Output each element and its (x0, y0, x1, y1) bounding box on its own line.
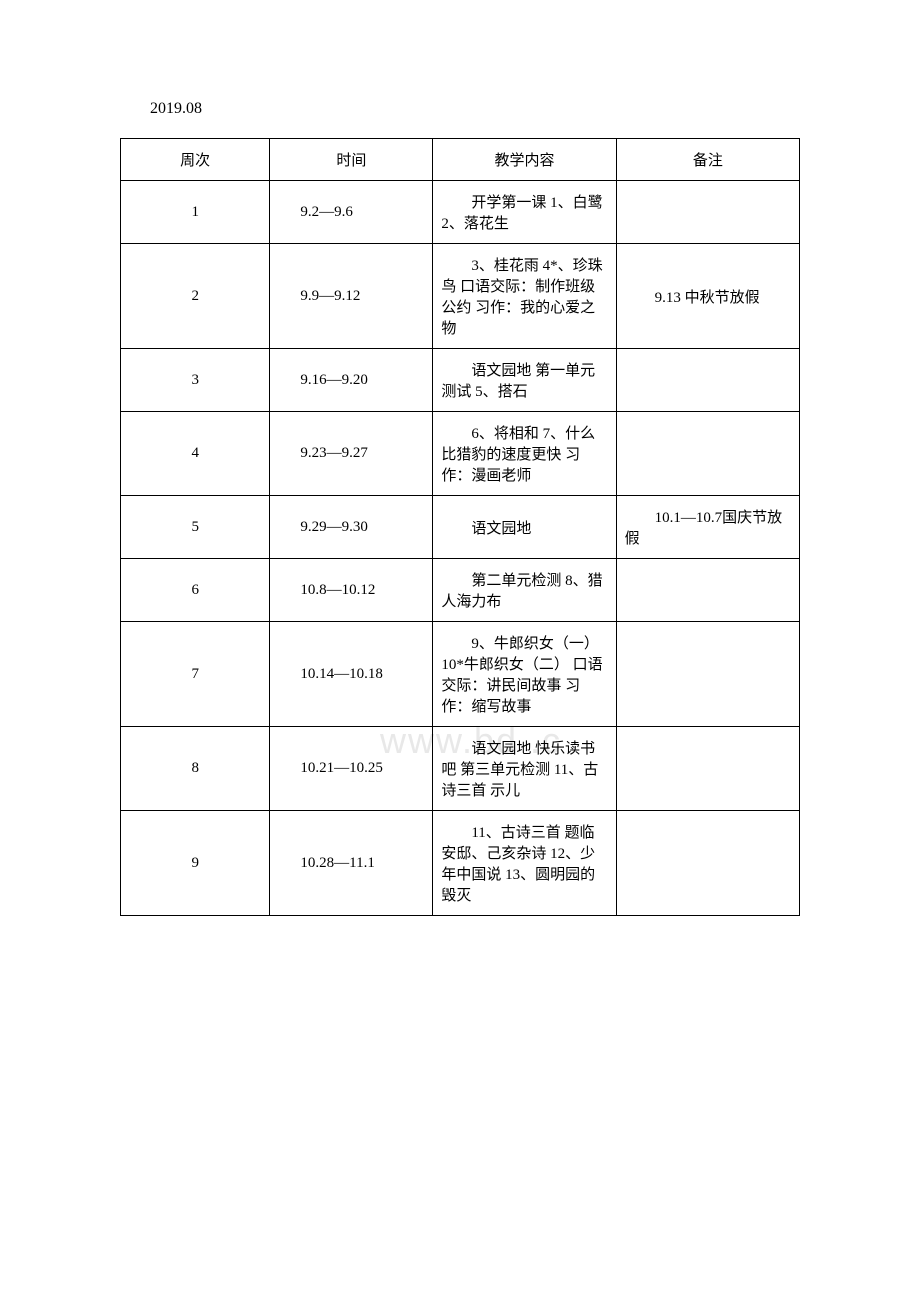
cell-time: 9.9—9.12 (270, 244, 433, 349)
cell-time: 10.21—10.25 (270, 727, 433, 811)
cell-week: 5 (121, 496, 270, 559)
cell-week: 1 (121, 181, 270, 244)
cell-time: 10.8—10.12 (270, 559, 433, 622)
cell-note: 10.1—10.7国庆节放假 (616, 496, 799, 559)
cell-note (616, 622, 799, 727)
cell-content: 语文园地 (433, 496, 616, 559)
table-row: 2 9.9—9.12 3、桂花雨 4*、珍珠鸟 口语交际：制作班级公约 习作：我… (121, 244, 800, 349)
table-row: 9 10.28—11.1 11、古诗三首 题临安邸、己亥杂诗 12、少年中国说 … (121, 811, 800, 916)
cell-note (616, 811, 799, 916)
table-row: 3 9.16—9.20 语文园地 第一单元测试 5、搭石 (121, 349, 800, 412)
table-row: 4 9.23—9.27 6、将相和 7、什么比猎豹的速度更快 习作：漫画老师 (121, 412, 800, 496)
cell-time: 9.2—9.6 (270, 181, 433, 244)
table-row: 7 10.14—10.18 9、牛郎织女（一） 10*牛郎织女（二） 口语交际：… (121, 622, 800, 727)
cell-time: 9.23—9.27 (270, 412, 433, 496)
cell-week: 7 (121, 622, 270, 727)
cell-week: 9 (121, 811, 270, 916)
schedule-table: 周次 时间 教学内容 备注 1 9.2—9.6 开学第一课 1、白鹭 2、落花生… (120, 138, 800, 916)
cell-note (616, 412, 799, 496)
cell-content: 开学第一课 1、白鹭 2、落花生 (433, 181, 616, 244)
cell-time: 9.16—9.20 (270, 349, 433, 412)
table-header-row: 周次 时间 教学内容 备注 (121, 139, 800, 181)
column-header-time: 时间 (270, 139, 433, 181)
page-wrapper: www.bd .c 2019.08 周次 时间 教学内容 备注 1 9.2—9.… (120, 100, 800, 916)
cell-note (616, 727, 799, 811)
cell-content: 9、牛郎织女（一） 10*牛郎织女（二） 口语交际：讲民间故事 习作：缩写故事 (433, 622, 616, 727)
cell-week: 8 (121, 727, 270, 811)
table-body: 1 9.2—9.6 开学第一课 1、白鹭 2、落花生 2 9.9—9.12 3、… (121, 181, 800, 916)
cell-note (616, 349, 799, 412)
column-header-content: 教学内容 (433, 139, 616, 181)
cell-content: 第二单元检测 8、猎人海力布 (433, 559, 616, 622)
date-header: 2019.08 (120, 100, 800, 118)
column-header-week: 周次 (121, 139, 270, 181)
cell-week: 4 (121, 412, 270, 496)
table-row: 6 10.8—10.12 第二单元检测 8、猎人海力布 (121, 559, 800, 622)
cell-week: 6 (121, 559, 270, 622)
table-row: 1 9.2—9.6 开学第一课 1、白鹭 2、落花生 (121, 181, 800, 244)
cell-content: 6、将相和 7、什么比猎豹的速度更快 习作：漫画老师 (433, 412, 616, 496)
cell-note (616, 559, 799, 622)
cell-time: 10.28—11.1 (270, 811, 433, 916)
cell-note (616, 181, 799, 244)
cell-content: 语文园地 第一单元测试 5、搭石 (433, 349, 616, 412)
cell-time: 10.14—10.18 (270, 622, 433, 727)
table-row: 8 10.21—10.25 语文园地 快乐读书吧 第三单元检测 11、古诗三首 … (121, 727, 800, 811)
column-header-note: 备注 (616, 139, 799, 181)
cell-week: 2 (121, 244, 270, 349)
table-row: 5 9.29—9.30 语文园地 10.1—10.7国庆节放假 (121, 496, 800, 559)
cell-content: 11、古诗三首 题临安邸、己亥杂诗 12、少年中国说 13、圆明园的毁灭 (433, 811, 616, 916)
cell-note: 9.13 中秋节放假 (616, 244, 799, 349)
cell-content: 语文园地 快乐读书吧 第三单元检测 11、古诗三首 示儿 (433, 727, 616, 811)
cell-week: 3 (121, 349, 270, 412)
cell-content: 3、桂花雨 4*、珍珠鸟 口语交际：制作班级公约 习作：我的心爱之物 (433, 244, 616, 349)
cell-time: 9.29—9.30 (270, 496, 433, 559)
